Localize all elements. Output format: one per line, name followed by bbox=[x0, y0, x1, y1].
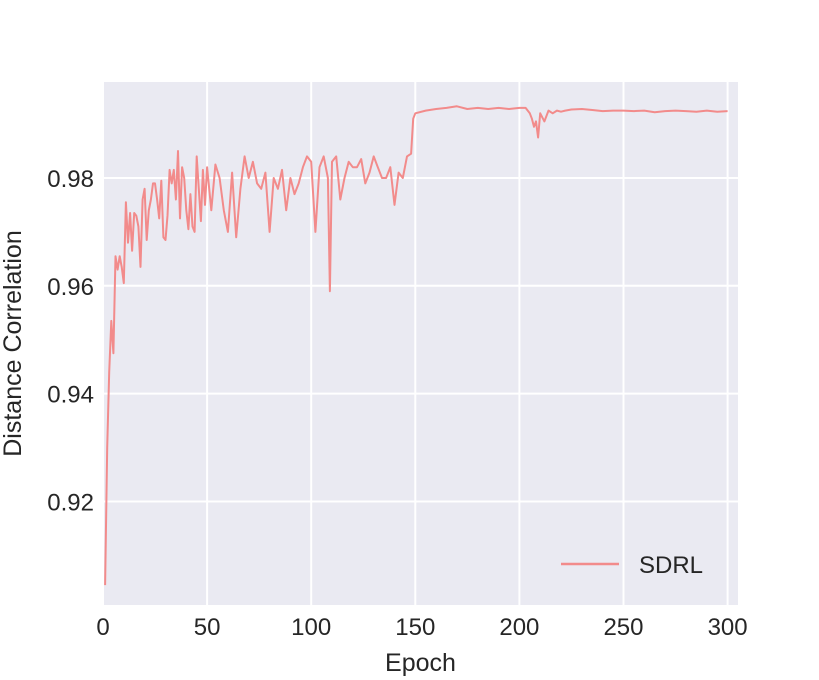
y-tick-label: 0.94 bbox=[47, 382, 94, 409]
legend: SDRL bbox=[561, 552, 703, 579]
y-tick-label: 0.96 bbox=[47, 274, 94, 301]
tick-labels: 0 50 100 150 200 250 300 0.92 0.94 0.96 0.98 bbox=[47, 166, 747, 641]
x-tick-label: 200 bbox=[499, 614, 539, 641]
legend-label-sdrl: SDRL bbox=[639, 552, 703, 579]
x-tick-label: 50 bbox=[194, 614, 221, 641]
series-line-sdrl bbox=[104, 105, 728, 586]
x-tick-label: 100 bbox=[291, 614, 331, 641]
x-tick-label: 300 bbox=[708, 614, 748, 641]
x-tick-label: 0 bbox=[96, 614, 109, 641]
series-layer bbox=[104, 105, 728, 586]
plot-area bbox=[103, 82, 738, 605]
x-axis-label: Epoch bbox=[385, 649, 456, 677]
y-axis-label: Distance Correlation bbox=[0, 230, 27, 457]
x-tick-label: 150 bbox=[395, 614, 435, 641]
y-tick-label: 0.92 bbox=[47, 489, 94, 516]
y-tick-label: 0.98 bbox=[47, 166, 94, 193]
x-tick-label: 250 bbox=[603, 614, 643, 641]
